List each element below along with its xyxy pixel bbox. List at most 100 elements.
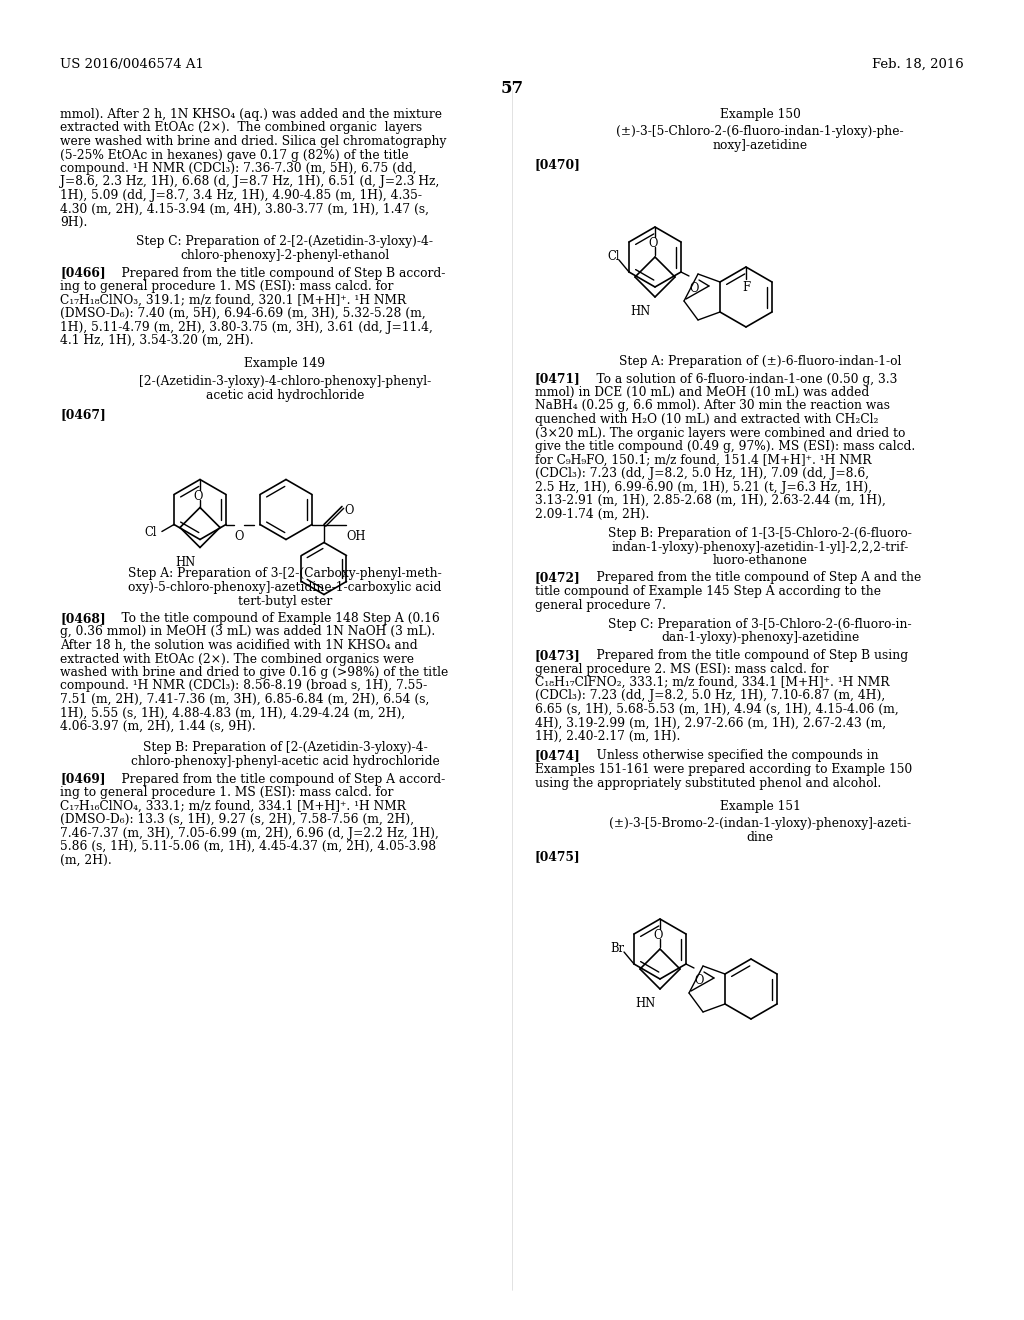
Text: C₁₇H₁₆ClNO₄, 333.1; m/z found, 334.1 [M+H]⁺. ¹H NMR: C₁₇H₁₆ClNO₄, 333.1; m/z found, 334.1 [M+… <box>60 800 406 813</box>
Text: O: O <box>344 504 353 517</box>
Text: [0471]: [0471] <box>535 372 581 385</box>
Text: Examples 151-161 were prepared according to Example 150: Examples 151-161 were prepared according… <box>535 763 912 776</box>
Text: Feb. 18, 2016: Feb. 18, 2016 <box>872 58 964 71</box>
Text: 2.09-1.74 (m, 2H).: 2.09-1.74 (m, 2H). <box>535 507 649 520</box>
Text: were washed with brine and dried. Silica gel chromatography: were washed with brine and dried. Silica… <box>60 135 446 148</box>
Text: Prepared from the title compound of Step A and the: Prepared from the title compound of Step… <box>581 572 922 585</box>
Text: dan-1-yloxy)-phenoxy]-azetidine: dan-1-yloxy)-phenoxy]-azetidine <box>660 631 859 644</box>
Text: 1H), 5.11-4.79 (m, 2H), 3.80-3.75 (m, 3H), 3.61 (dd, J=11.4,: 1H), 5.11-4.79 (m, 2H), 3.80-3.75 (m, 3H… <box>60 321 433 334</box>
Text: 5.86 (s, 1H), 5.11-5.06 (m, 1H), 4.45-4.37 (m, 2H), 4.05-3.98: 5.86 (s, 1H), 5.11-5.06 (m, 1H), 4.45-4.… <box>60 840 436 853</box>
Text: 4.06-3.97 (m, 2H), 1.44 (s, 9H).: 4.06-3.97 (m, 2H), 1.44 (s, 9H). <box>60 719 256 733</box>
Text: Step B: Preparation of [2-(Azetidin-3-yloxy)-4-: Step B: Preparation of [2-(Azetidin-3-yl… <box>142 742 427 755</box>
Text: NaBH₄ (0.25 g, 6.6 mmol). After 30 min the reaction was: NaBH₄ (0.25 g, 6.6 mmol). After 30 min t… <box>535 400 890 412</box>
Text: chloro-phenoxy]-phenyl-acetic acid hydrochloride: chloro-phenoxy]-phenyl-acetic acid hydro… <box>131 755 439 768</box>
Text: [0474]: [0474] <box>535 750 581 763</box>
Text: (3×20 mL). The organic layers were combined and dried to: (3×20 mL). The organic layers were combi… <box>535 426 905 440</box>
Text: quenched with H₂O (10 mL) and extracted with CH₂Cl₂: quenched with H₂O (10 mL) and extracted … <box>535 413 879 426</box>
Text: chloro-phenoxy]-2-phenyl-ethanol: chloro-phenoxy]-2-phenyl-ethanol <box>180 249 389 261</box>
Text: [0468]: [0468] <box>60 612 105 624</box>
Text: extracted with EtOAc (2×).  The combined organic  layers: extracted with EtOAc (2×). The combined … <box>60 121 422 135</box>
Text: [0469]: [0469] <box>60 772 105 785</box>
Text: Example 150: Example 150 <box>720 108 801 121</box>
Text: O: O <box>193 490 203 503</box>
Text: (CDCl₃): 7.23 (dd, J=8.2, 5.0 Hz, 1H), 7.09 (dd, J=8.6,: (CDCl₃): 7.23 (dd, J=8.2, 5.0 Hz, 1H), 7… <box>535 467 869 480</box>
Text: Step A: Preparation of (±)-6-fluoro-indan-1-ol: Step A: Preparation of (±)-6-fluoro-inda… <box>618 355 901 368</box>
Text: extracted with EtOAc (2×). The combined organics were: extracted with EtOAc (2×). The combined … <box>60 652 414 665</box>
Text: (5-25% EtOAc in hexanes) gave 0.17 g (82%) of the title: (5-25% EtOAc in hexanes) gave 0.17 g (82… <box>60 149 409 161</box>
Text: US 2016/0046574 A1: US 2016/0046574 A1 <box>60 58 204 71</box>
Text: 4H), 3.19-2.99 (m, 1H), 2.97-2.66 (m, 1H), 2.67-2.43 (m,: 4H), 3.19-2.99 (m, 1H), 2.97-2.66 (m, 1H… <box>535 717 886 730</box>
Text: indan-1-yloxy)-phenoxy]-azetidin-1-yl]-2,2,2-trif-: indan-1-yloxy)-phenoxy]-azetidin-1-yl]-2… <box>611 540 908 553</box>
Text: ing to general procedure 1. MS (ESI): mass calcd. for: ing to general procedure 1. MS (ESI): ma… <box>60 280 393 293</box>
Text: O: O <box>233 529 244 543</box>
Text: Step C: Preparation of 2-[2-(Azetidin-3-yloxy)-4-: Step C: Preparation of 2-[2-(Azetidin-3-… <box>136 235 433 248</box>
Text: for C₉H₉FO, 150.1; m/z found, 151.4 [M+H]⁺. ¹H NMR: for C₉H₉FO, 150.1; m/z found, 151.4 [M+H… <box>535 454 871 466</box>
Text: general procedure 7.: general procedure 7. <box>535 598 666 611</box>
Text: 2.5 Hz, 1H), 6.99-6.90 (m, 1H), 5.21 (t, J=6.3 Hz, 1H),: 2.5 Hz, 1H), 6.99-6.90 (m, 1H), 5.21 (t,… <box>535 480 872 494</box>
Text: C₁₇H₁₈ClNO₃, 319.1; m/z found, 320.1 [M+H]⁺. ¹H NMR: C₁₇H₁₈ClNO₃, 319.1; m/z found, 320.1 [M+… <box>60 293 407 306</box>
Text: Prepared from the title compound of Step A accord-: Prepared from the title compound of Step… <box>106 772 445 785</box>
Text: 1H), 5.09 (dd, J=8.7, 3.4 Hz, 1H), 4.90-4.85 (m, 1H), 4.35-: 1H), 5.09 (dd, J=8.7, 3.4 Hz, 1H), 4.90-… <box>60 189 422 202</box>
Text: g, 0.36 mmol) in MeOH (3 mL) was added 1N NaOH (3 mL).: g, 0.36 mmol) in MeOH (3 mL) was added 1… <box>60 626 435 639</box>
Text: O: O <box>648 238 657 249</box>
Text: [0466]: [0466] <box>60 267 105 280</box>
Text: 1H), 2.40-2.17 (m, 1H).: 1H), 2.40-2.17 (m, 1H). <box>535 730 680 743</box>
Text: Step C: Preparation of 3-[5-Chloro-2-(6-fluoro-in-: Step C: Preparation of 3-[5-Chloro-2-(6-… <box>608 618 911 631</box>
Text: noxy]-azetidine: noxy]-azetidine <box>713 139 808 152</box>
Text: mmol). After 2 h, 1N KHSO₄ (aq.) was added and the mixture: mmol). After 2 h, 1N KHSO₄ (aq.) was add… <box>60 108 442 121</box>
Text: Step B: Preparation of 1-[3-[5-Chloro-2-(6-fluoro-: Step B: Preparation of 1-[3-[5-Chloro-2-… <box>608 527 912 540</box>
Text: (±)-3-[5-Chloro-2-(6-fluoro-indan-1-yloxy)-phe-: (±)-3-[5-Chloro-2-(6-fluoro-indan-1-ylox… <box>616 125 904 139</box>
Text: [2-(Azetidin-3-yloxy)-4-chloro-phenoxy]-phenyl-: [2-(Azetidin-3-yloxy)-4-chloro-phenoxy]-… <box>139 375 431 388</box>
Text: F: F <box>742 281 751 294</box>
Text: (±)-3-[5-Bromo-2-(indan-1-yloxy)-phenoxy]-azeti-: (±)-3-[5-Bromo-2-(indan-1-yloxy)-phenoxy… <box>609 817 911 830</box>
Text: J=8.6, 2.3 Hz, 1H), 6.68 (d, J=8.7 Hz, 1H), 6.51 (d, J=2.3 Hz,: J=8.6, 2.3 Hz, 1H), 6.68 (d, J=8.7 Hz, 1… <box>60 176 439 189</box>
Text: acetic acid hydrochloride: acetic acid hydrochloride <box>206 388 365 401</box>
Text: [0475]: [0475] <box>535 850 581 863</box>
Text: compound. ¹H NMR (CDCl₃): 7.36-7.30 (m, 5H), 6.75 (dd,: compound. ¹H NMR (CDCl₃): 7.36-7.30 (m, … <box>60 162 417 176</box>
Text: 4.30 (m, 2H), 4.15-3.94 (m, 4H), 3.80-3.77 (m, 1H), 1.47 (s,: 4.30 (m, 2H), 4.15-3.94 (m, 4H), 3.80-3.… <box>60 202 429 215</box>
Text: luoro-ethanone: luoro-ethanone <box>713 554 808 568</box>
Text: Prepared from the title compound of Step B accord-: Prepared from the title compound of Step… <box>106 267 445 280</box>
Text: [0472]: [0472] <box>535 572 581 585</box>
Text: 57: 57 <box>501 81 523 96</box>
Text: HN: HN <box>630 305 650 318</box>
Text: ing to general procedure 1. MS (ESI): mass calcd. for: ing to general procedure 1. MS (ESI): ma… <box>60 785 393 799</box>
Text: 3.13-2.91 (m, 1H), 2.85-2.68 (m, 1H), 2.63-2.44 (m, 1H),: 3.13-2.91 (m, 1H), 2.85-2.68 (m, 1H), 2.… <box>535 494 886 507</box>
Text: 7.51 (m, 2H), 7.41-7.36 (m, 3H), 6.85-6.84 (m, 2H), 6.54 (s,: 7.51 (m, 2H), 7.41-7.36 (m, 3H), 6.85-6.… <box>60 693 429 706</box>
Text: compound. ¹H NMR (CDCl₃): 8.56-8.19 (broad s, 1H), 7.55-: compound. ¹H NMR (CDCl₃): 8.56-8.19 (bro… <box>60 680 427 693</box>
Text: (DMSO-D₆): 13.3 (s, 1H), 9.27 (s, 2H), 7.58-7.56 (m, 2H),: (DMSO-D₆): 13.3 (s, 1H), 9.27 (s, 2H), 7… <box>60 813 414 826</box>
Text: (CDCl₃): 7.23 (dd, J=8.2, 5.0 Hz, 1H), 7.10-6.87 (m, 4H),: (CDCl₃): 7.23 (dd, J=8.2, 5.0 Hz, 1H), 7… <box>535 689 886 702</box>
Text: Example 151: Example 151 <box>720 800 801 813</box>
Text: using the appropriately substituted phenol and alcohol.: using the appropriately substituted phen… <box>535 776 882 789</box>
Text: To the title compound of Example 148 Step A (0.16: To the title compound of Example 148 Ste… <box>106 612 439 624</box>
Text: washed with brine and dried to give 0.16 g (>98%) of the title: washed with brine and dried to give 0.16… <box>60 667 449 678</box>
Text: [0473]: [0473] <box>535 649 581 663</box>
Text: tert-butyl ester: tert-butyl ester <box>238 594 332 607</box>
Text: dine: dine <box>746 832 773 843</box>
Text: mmol) in DCE (10 mL) and MeOH (10 mL) was added: mmol) in DCE (10 mL) and MeOH (10 mL) wa… <box>535 385 869 399</box>
Text: general procedure 2. MS (ESI): mass calcd. for: general procedure 2. MS (ESI): mass calc… <box>535 663 828 676</box>
Text: O: O <box>689 282 698 294</box>
Text: After 18 h, the solution was acidified with 1N KHSO₄ and: After 18 h, the solution was acidified w… <box>60 639 418 652</box>
Text: HN: HN <box>175 556 196 569</box>
Text: 4.1 Hz, 1H), 3.54-3.20 (m, 2H).: 4.1 Hz, 1H), 3.54-3.20 (m, 2H). <box>60 334 254 347</box>
Text: Unless otherwise specified the compounds in: Unless otherwise specified the compounds… <box>581 750 879 763</box>
Text: Cl: Cl <box>607 249 620 263</box>
Text: Example 149: Example 149 <box>245 358 326 371</box>
Text: [0470]: [0470] <box>535 158 581 172</box>
Text: Cl: Cl <box>144 527 157 540</box>
Text: O: O <box>653 929 663 942</box>
Text: Step A: Preparation of 3-[2-(Carboxy-phenyl-meth-: Step A: Preparation of 3-[2-(Carboxy-phe… <box>128 568 442 581</box>
Text: (DMSO-D₆): 7.40 (m, 5H), 6.94-6.69 (m, 3H), 5.32-5.28 (m,: (DMSO-D₆): 7.40 (m, 5H), 6.94-6.69 (m, 3… <box>60 308 426 319</box>
Text: title compound of Example 145 Step A according to the: title compound of Example 145 Step A acc… <box>535 585 881 598</box>
Text: 9H).: 9H). <box>60 216 87 228</box>
Text: C₁₈H₁₇ClFNO₂, 333.1; m/z found, 334.1 [M+H]⁺. ¹H NMR: C₁₈H₁₇ClFNO₂, 333.1; m/z found, 334.1 [M… <box>535 676 890 689</box>
Text: oxy)-5-chloro-phenoxy]-azetidine-1-carboxylic acid: oxy)-5-chloro-phenoxy]-azetidine-1-carbo… <box>128 581 441 594</box>
Text: 7.46-7.37 (m, 3H), 7.05-6.99 (m, 2H), 6.96 (d, J=2.2 Hz, 1H),: 7.46-7.37 (m, 3H), 7.05-6.99 (m, 2H), 6.… <box>60 826 439 840</box>
Text: 1H), 5.55 (s, 1H), 4.88-4.83 (m, 1H), 4.29-4.24 (m, 2H),: 1H), 5.55 (s, 1H), 4.88-4.83 (m, 1H), 4.… <box>60 706 406 719</box>
Text: To a solution of 6-fluoro-indan-1-one (0.50 g, 3.3: To a solution of 6-fluoro-indan-1-one (0… <box>581 372 897 385</box>
Text: HN: HN <box>635 997 655 1010</box>
Text: Br: Br <box>610 942 624 954</box>
Text: O: O <box>694 974 703 987</box>
Text: 6.65 (s, 1H), 5.68-5.53 (m, 1H), 4.94 (s, 1H), 4.15-4.06 (m,: 6.65 (s, 1H), 5.68-5.53 (m, 1H), 4.94 (s… <box>535 704 899 715</box>
